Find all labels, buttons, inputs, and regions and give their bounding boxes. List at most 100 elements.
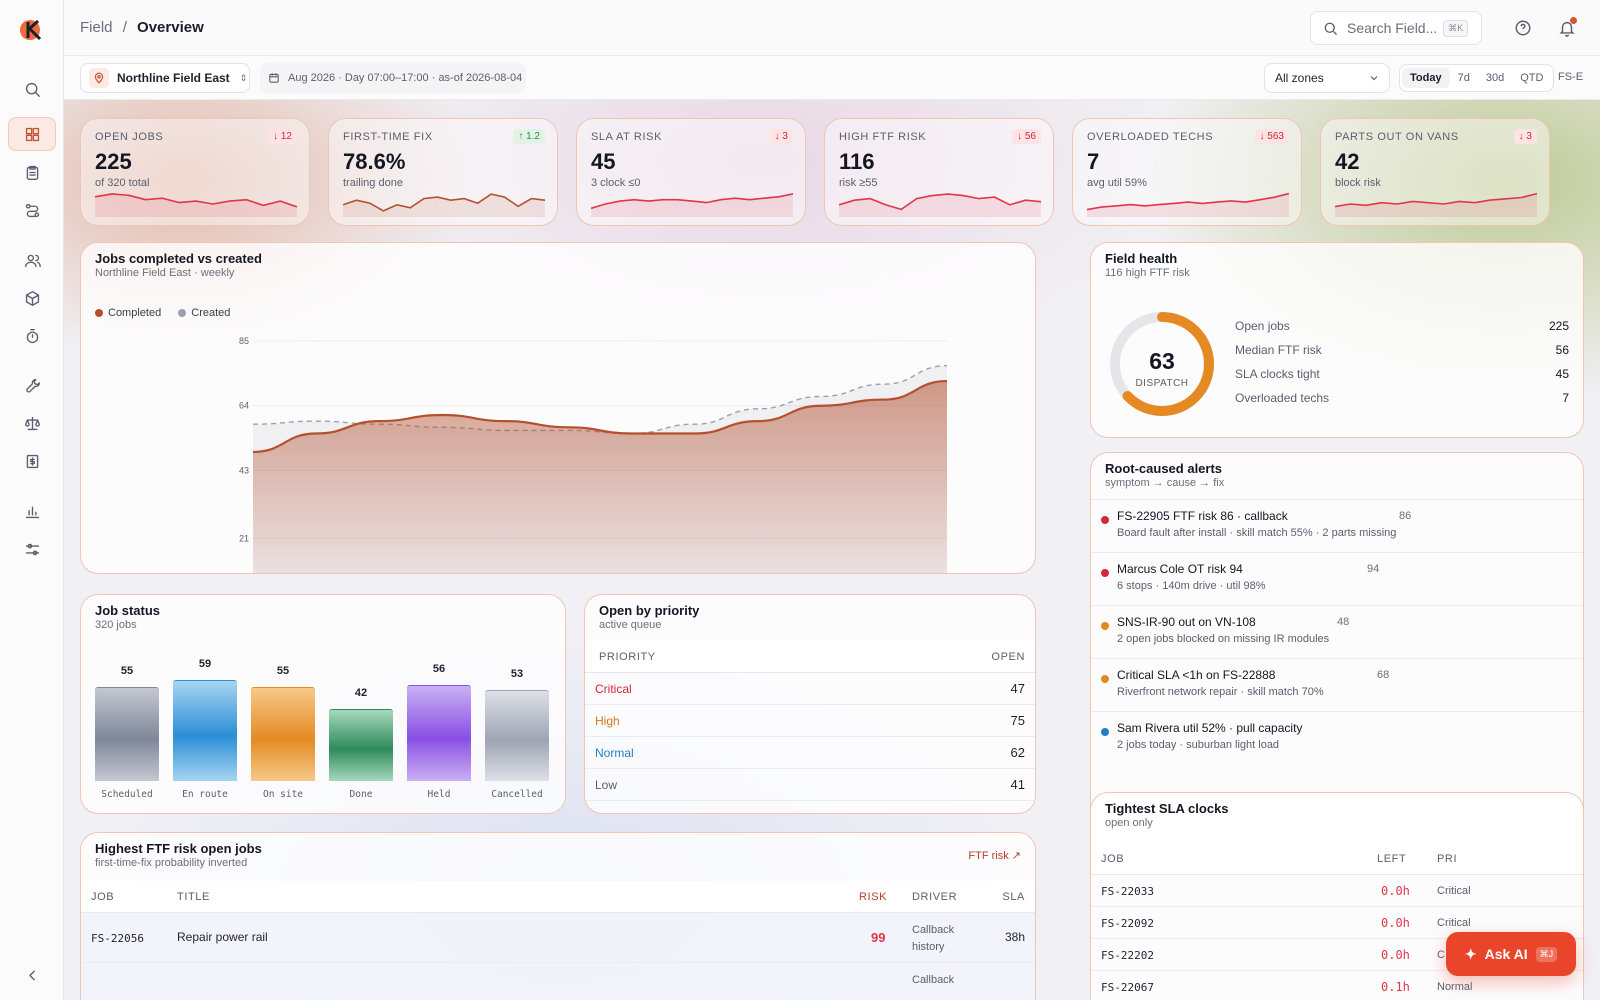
scale-icon[interactable]: [8, 406, 56, 440]
kpi-card[interactable]: OPEN JOBS 225 of 320 total ↓ 12: [80, 118, 310, 226]
alert-item[interactable]: SNS-IR-90 out on VN-108 2 open jobs block…: [1091, 605, 1583, 657]
status-bar[interactable]: [251, 686, 315, 781]
range-30d[interactable]: 30d: [1485, 72, 1505, 84]
location-select[interactable]: Northline Field East ⇕: [80, 63, 250, 93]
kpi-card[interactable]: SLA AT RISK 45 3 clock ≤0 ↓ 3: [576, 118, 806, 226]
wrench-icon[interactable]: [8, 368, 56, 402]
dashboard-icon[interactable]: [8, 117, 56, 151]
status-bar[interactable]: [485, 690, 549, 781]
period-select[interactable]: Aug 2026 · Day 07:00–17:00 · as-of 2026-…: [260, 63, 526, 93]
alert-item[interactable]: Critical SLA <1h on FS-22888 Riverfront n…: [1091, 658, 1583, 710]
ftf-risk-link[interactable]: FTF risk ↗: [968, 850, 1021, 862]
sla-job-id[interactable]: FS-22202: [1101, 949, 1154, 962]
kpi-card[interactable]: FIRST-TIME FIX 78.6% trailing done ↑ 1.2: [328, 118, 558, 226]
status-bar-label: Scheduled: [101, 789, 153, 800]
main-content: OPEN JOBS 225 of 320 total ↓ 12 FIRST-TIME F…: [64, 100, 1600, 1000]
kpi-card[interactable]: HIGH FTF RISK 116 risk ≥55 ↓ 56: [824, 118, 1054, 226]
y-tick-label: 85: [239, 336, 249, 346]
status-bar-value: 55: [120, 664, 134, 677]
priority-name: Critical: [595, 682, 632, 696]
sla-col-left[interactable]: LEFT: [1377, 853, 1407, 865]
field-health-key: Median FTF risk: [1235, 343, 1322, 357]
alert-detail: 2 open jobs blocked on missing IR module…: [1117, 633, 1330, 645]
ftf-col-sla[interactable]: SLA: [1002, 891, 1025, 903]
alert-severity-dot: [1101, 622, 1109, 630]
legend-created[interactable]: Created: [178, 307, 230, 319]
package-icon[interactable]: [8, 281, 56, 315]
search-icon: [1324, 22, 1337, 35]
sliders-icon[interactable]: [8, 532, 56, 566]
ftf-driver: Callback: [912, 974, 955, 986]
ask-ai-label: Ask AI: [1484, 946, 1528, 962]
breadcrumb-current: Overview: [137, 19, 204, 36]
alerts-title: Root-caused alerts: [1105, 461, 1223, 476]
zone-select[interactable]: All zones: [1264, 63, 1390, 93]
range-qtd[interactable]: QTD: [1520, 72, 1544, 84]
invoice-icon[interactable]: [8, 444, 56, 478]
table-row[interactable]: FS-22092 0.0h Critical: [1091, 907, 1583, 939]
alert-severity-dot: [1101, 728, 1109, 736]
alert-score: 94: [1367, 563, 1380, 575]
legend-completed[interactable]: Completed: [95, 307, 161, 319]
users-icon[interactable]: [8, 243, 56, 277]
priority-row[interactable]: High 75: [585, 705, 1035, 737]
range-today[interactable]: Today: [1402, 68, 1450, 88]
priority-row[interactable]: Low 41: [585, 769, 1035, 801]
kpi-value: 225: [95, 149, 132, 174]
range-7d[interactable]: 7d: [1457, 72, 1470, 84]
status-bar[interactable]: [407, 685, 471, 781]
priority-col-open[interactable]: OPEN: [991, 651, 1025, 663]
breadcrumb-root[interactable]: Field: [80, 19, 113, 36]
sla-job-id[interactable]: FS-22092: [1101, 917, 1154, 930]
ftf-col-risk[interactable]: RISK: [859, 891, 888, 903]
priority-name: High: [595, 714, 620, 728]
search-input[interactable]: Search Field... ⌘K: [1310, 11, 1482, 45]
kpi-value: 7: [1087, 149, 1100, 174]
ftf-col-driver[interactable]: DRIVER: [912, 891, 958, 903]
ftf-col-job[interactable]: JOB: [91, 891, 115, 903]
sparkline-line: [839, 193, 1041, 211]
status-bar[interactable]: [329, 709, 393, 781]
table-row[interactable]: Callback: [81, 963, 1035, 1000]
clipboard-icon[interactable]: [8, 155, 56, 189]
sla-time-left: 0.0h: [1381, 916, 1410, 930]
timer-icon[interactable]: [8, 319, 56, 353]
table-row[interactable]: FS-22033 0.0h Critical: [1091, 875, 1583, 907]
table-row[interactable]: FS-22202 0.0h C: [1091, 939, 1583, 971]
collapse-sidebar-icon[interactable]: [8, 958, 56, 992]
bar-chart-icon[interactable]: [8, 494, 56, 528]
priority-row[interactable]: Critical 47: [585, 673, 1035, 705]
kpi-subtext: avg util 59%: [1087, 177, 1147, 189]
kpi-card[interactable]: PARTS OUT ON VANS 42 block risk ↓ 3: [1320, 118, 1550, 226]
ask-ai-button[interactable]: ✦ Ask AI ⌘J: [1446, 932, 1576, 976]
alerts-subtitle: symptom → cause → fix: [1105, 477, 1225, 489]
alert-score: 86: [1399, 510, 1412, 522]
series-completed-area: [253, 381, 947, 573]
kpi-card[interactable]: OVERLOADED TECHS 7 avg util 59% ↓ 563: [1072, 118, 1302, 226]
sla-col-job[interactable]: JOB: [1101, 853, 1125, 865]
alert-item[interactable]: Sam Rivera util 52% · pull capacity 2 job…: [1091, 711, 1583, 763]
priority-col-priority[interactable]: PRIORITY: [599, 651, 656, 663]
sla-col-pri[interactable]: PRI: [1437, 853, 1458, 865]
priority-title: Open by priority: [599, 603, 700, 618]
ftf-col-title[interactable]: TITLE: [177, 891, 210, 903]
sla-job-id[interactable]: FS-22033: [1101, 885, 1154, 898]
help-icon[interactable]: [1514, 19, 1532, 37]
bell-icon[interactable]: [1558, 17, 1577, 37]
sparkline-area: [591, 193, 793, 217]
dispatch-score: 63: [1149, 348, 1175, 374]
alert-item[interactable]: Marcus Cole OT risk 94 6 stops · 140m dri…: [1091, 552, 1583, 604]
alert-score: 48: [1337, 616, 1350, 628]
job-status-card: Job status 320 jobs 55 Scheduled 59 En rout…: [80, 594, 566, 814]
routes-icon[interactable]: [8, 193, 56, 227]
sla-job-id[interactable]: FS-22067: [1101, 981, 1154, 994]
alert-item[interactable]: FS-22905 FTF risk 86 · callback Board fau…: [1091, 499, 1583, 551]
status-bar[interactable]: [95, 686, 159, 781]
app-logo[interactable]: [18, 16, 46, 44]
priority-row[interactable]: Normal 62: [585, 737, 1035, 769]
search-icon[interactable]: [8, 72, 56, 106]
table-row[interactable]: FS-22056 Repair power rail 99 Callback hist…: [81, 913, 1035, 963]
status-bar[interactable]: [173, 679, 237, 781]
ftf-job-id[interactable]: FS-22056: [91, 932, 144, 945]
table-row[interactable]: FS-22067 0.1h Normal: [1091, 971, 1583, 1000]
